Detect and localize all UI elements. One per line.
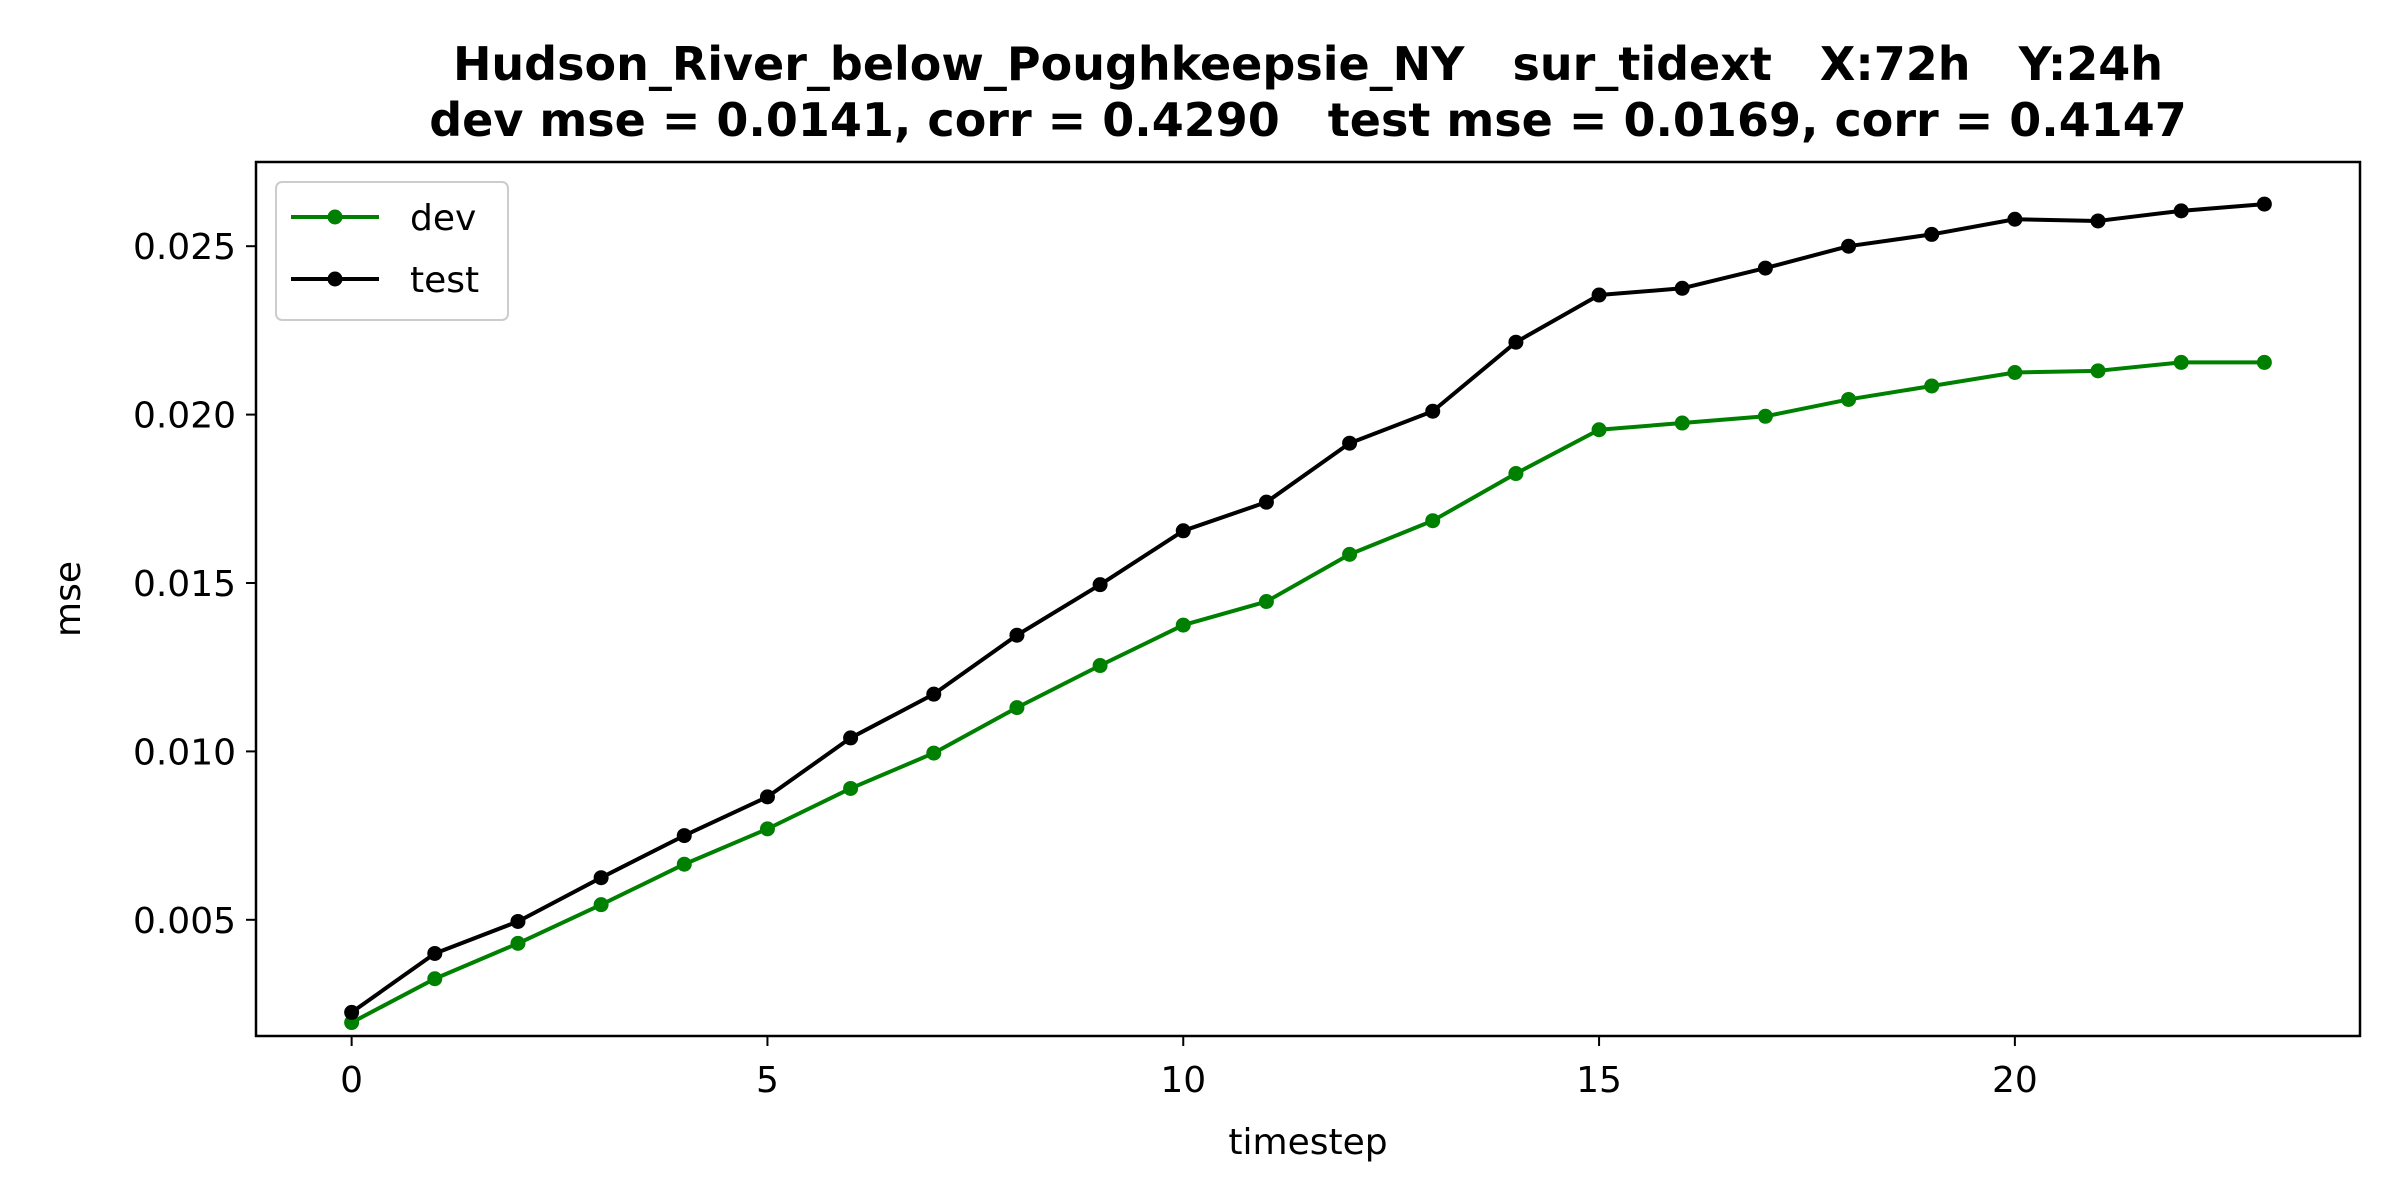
y-tick-label: 0.015 [133,564,236,605]
data-point-dev [1425,513,1441,529]
plot-area [256,162,2360,1036]
data-point-test [1508,334,1524,350]
y-axis-label: mse [48,561,89,637]
x-tick-label: 5 [756,1060,779,1101]
data-point-test [2007,211,2023,227]
y-tick-label: 0.025 [133,227,236,268]
data-point-test [926,686,942,702]
data-point-test [1258,494,1274,510]
data-point-dev [2173,354,2189,370]
data-point-test [1591,287,1607,303]
data-point-dev [759,821,775,837]
data-point-dev [1175,617,1191,633]
data-point-dev [1841,391,1857,407]
legend: dev test [275,181,509,321]
data-point-dev [1508,466,1524,482]
data-point-dev [1258,594,1274,610]
data-point-test [1674,280,1690,296]
legend-label-dev: dev [410,198,476,239]
x-tick-label: 15 [1576,1060,1622,1101]
data-point-test [676,828,692,844]
data-point-test [1092,577,1108,593]
data-point-test [344,1004,360,1020]
data-point-dev [676,856,692,872]
data-point-test [593,870,609,886]
data-point-dev [1591,422,1607,438]
series-line-test [350,202,2265,1015]
data-point-test [1175,523,1191,539]
data-point-dev [2090,363,2106,379]
data-point-test [1009,627,1025,643]
y-tick-label: 0.010 [133,732,236,773]
data-point-dev [1092,658,1108,674]
data-point-test [2173,203,2189,219]
legend-marker-dev [327,209,343,225]
data-point-test [510,913,526,929]
data-point-dev [2256,354,2272,370]
series-line-dev [350,360,2265,1025]
data-point-dev [1757,408,1773,424]
data-point-test [2256,196,2272,212]
data-point-test [1757,260,1773,276]
data-point-test [427,945,443,961]
x-tick-label: 20 [1992,1060,2038,1101]
x-tick-label: 10 [1160,1060,1206,1101]
x-axis-ticks: 0 5 10 15 20 [340,1036,2038,1101]
data-point-test [1924,226,1940,242]
y-tick-label: 0.020 [133,396,236,437]
data-point-dev [593,897,609,913]
data-point-test [1425,403,1441,419]
data-point-dev [1342,546,1358,562]
data-point-dev [926,745,942,761]
y-axis-ticks: 0.005 0.010 0.015 0.020 0.025 [133,227,256,942]
data-point-dev [1009,700,1025,716]
data-point-dev [843,780,859,796]
data-point-dev [1924,378,1940,394]
legend-marker-test [327,271,343,287]
data-point-dev [510,935,526,951]
data-point-test [1841,238,1857,254]
data-point-test [1342,435,1358,451]
chart-title-line1: Hudson_River_below_Poughkeepsie_NY sur_t… [453,37,2163,91]
data-point-dev [1674,415,1690,431]
x-tick-label: 0 [340,1060,363,1101]
legend-label-test: test [410,260,479,301]
data-point-dev [2007,365,2023,381]
plot-frame [254,160,2362,1038]
data-point-test [759,789,775,805]
y-tick-label: 0.005 [133,901,236,942]
data-point-dev [427,971,443,987]
data-point-test [2090,213,2106,229]
series-layer [344,196,2272,1031]
data-point-test [843,730,859,746]
x-axis-label: timestep [1228,1122,1387,1163]
chart-title-line2: dev mse = 0.0141, corr = 0.4290 test mse… [429,93,2187,147]
